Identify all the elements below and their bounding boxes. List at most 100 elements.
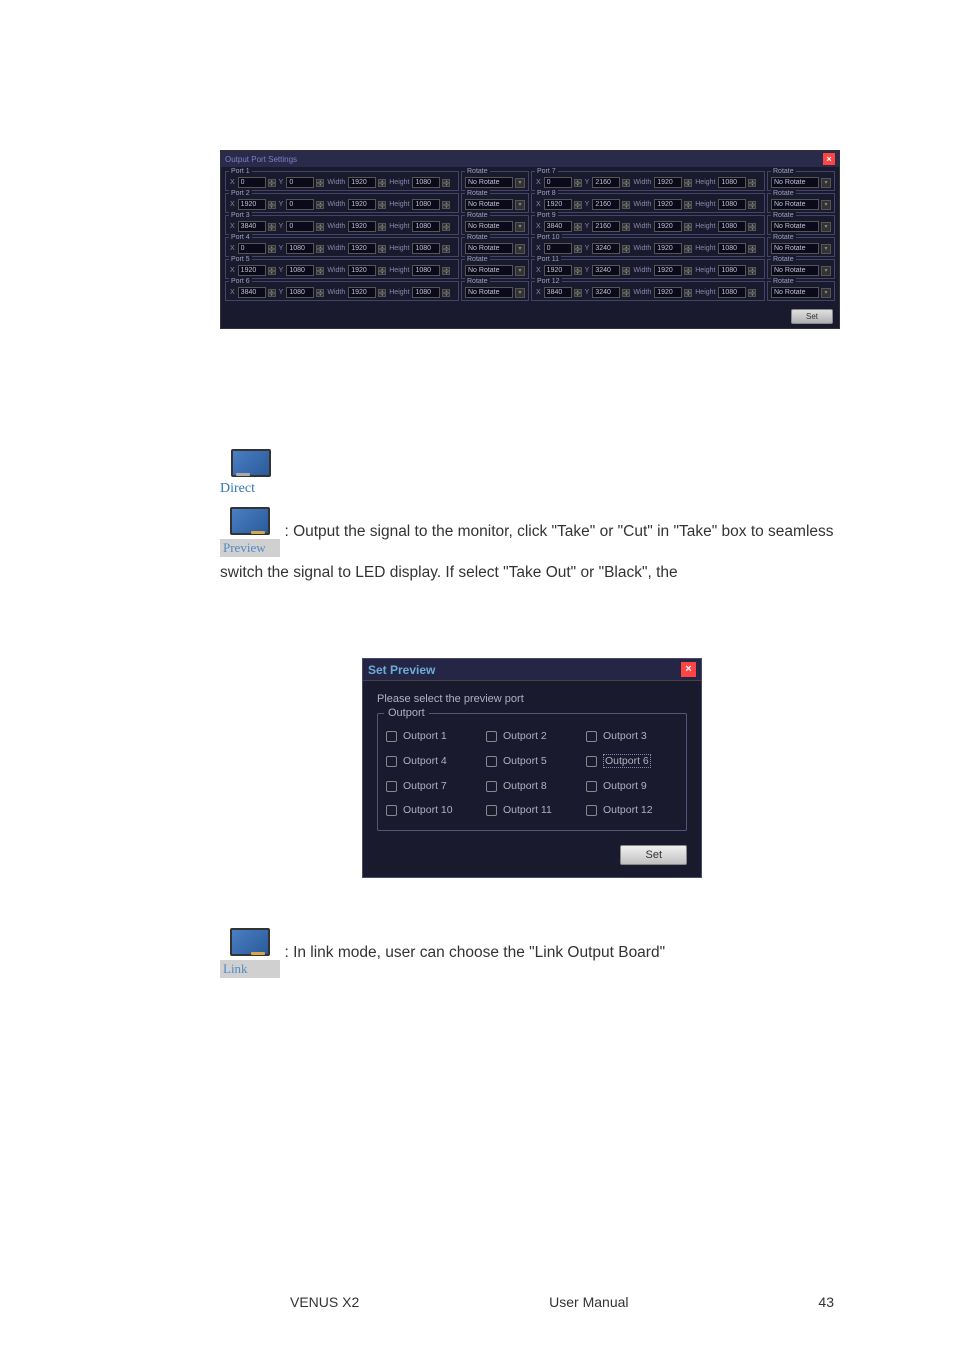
radio-icon[interactable] — [486, 756, 497, 767]
spinner[interactable]: ▴▾ — [574, 267, 582, 275]
x-input[interactable] — [238, 199, 266, 210]
radio-icon[interactable] — [486, 781, 497, 792]
x-input[interactable] — [544, 221, 572, 232]
radio-icon[interactable] — [486, 731, 497, 742]
spinner[interactable]: ▴▾ — [378, 179, 386, 187]
outport-option[interactable]: Outport 3 — [586, 730, 678, 742]
spinner[interactable]: ▴▾ — [748, 201, 756, 209]
width-input[interactable] — [348, 287, 376, 298]
spinner[interactable]: ▴▾ — [442, 179, 450, 187]
width-input[interactable] — [348, 243, 376, 254]
height-input[interactable] — [718, 177, 746, 188]
x-input[interactable] — [544, 265, 572, 276]
width-input[interactable] — [348, 265, 376, 276]
spinner[interactable]: ▴▾ — [316, 267, 324, 275]
outport-option[interactable]: Outport 4 — [386, 754, 478, 768]
spinner[interactable]: ▴▾ — [378, 245, 386, 253]
width-input[interactable] — [654, 265, 682, 276]
preview-set-button[interactable]: Set — [620, 845, 687, 865]
rotate-select[interactable] — [465, 287, 513, 298]
width-input[interactable] — [348, 221, 376, 232]
spinner[interactable]: ▴▾ — [442, 267, 450, 275]
y-input[interactable] — [286, 221, 314, 232]
spinner[interactable]: ▴▾ — [316, 179, 324, 187]
rotate-select[interactable] — [771, 199, 819, 210]
spinner[interactable]: ▴▾ — [378, 223, 386, 231]
rotate-select[interactable] — [771, 177, 819, 188]
spinner[interactable]: ▴▾ — [622, 245, 630, 253]
x-input[interactable] — [544, 243, 572, 254]
radio-icon[interactable] — [386, 731, 397, 742]
width-input[interactable] — [654, 287, 682, 298]
spinner[interactable]: ▴▾ — [316, 289, 324, 297]
spinner[interactable]: ▴▾ — [268, 245, 276, 253]
height-input[interactable] — [412, 265, 440, 276]
spinner[interactable]: ▴▾ — [684, 267, 692, 275]
height-input[interactable] — [718, 265, 746, 276]
chevron-down-icon[interactable]: ▾ — [515, 200, 525, 210]
chevron-down-icon[interactable]: ▾ — [821, 288, 831, 298]
spinner[interactable]: ▴▾ — [378, 267, 386, 275]
spinner[interactable]: ▴▾ — [622, 179, 630, 187]
chevron-down-icon[interactable]: ▾ — [821, 178, 831, 188]
y-input[interactable] — [592, 221, 620, 232]
radio-icon[interactable] — [386, 805, 397, 816]
spinner[interactable]: ▴▾ — [622, 267, 630, 275]
height-input[interactable] — [412, 199, 440, 210]
outport-option[interactable]: Outport 5 — [486, 754, 578, 768]
rotate-select[interactable] — [771, 265, 819, 276]
chevron-down-icon[interactable]: ▾ — [821, 200, 831, 210]
outport-option[interactable]: Outport 8 — [486, 780, 578, 792]
width-input[interactable] — [654, 177, 682, 188]
spinner[interactable]: ▴▾ — [748, 179, 756, 187]
spinner[interactable]: ▴▾ — [574, 179, 582, 187]
y-input[interactable] — [592, 177, 620, 188]
y-input[interactable] — [592, 199, 620, 210]
spinner[interactable]: ▴▾ — [268, 179, 276, 187]
x-input[interactable] — [238, 265, 266, 276]
chevron-down-icon[interactable]: ▾ — [515, 288, 525, 298]
spinner[interactable]: ▴▾ — [684, 179, 692, 187]
height-input[interactable] — [718, 199, 746, 210]
chevron-down-icon[interactable]: ▾ — [515, 244, 525, 254]
spinner[interactable]: ▴▾ — [574, 223, 582, 231]
outport-option[interactable]: Outport 6 — [586, 754, 678, 768]
close-icon[interactable]: × — [823, 153, 835, 165]
outport-option[interactable]: Outport 7 — [386, 780, 478, 792]
x-input[interactable] — [238, 287, 266, 298]
radio-icon[interactable] — [386, 781, 397, 792]
spinner[interactable]: ▴▾ — [748, 267, 756, 275]
spinner[interactable]: ▴▾ — [316, 201, 324, 209]
height-input[interactable] — [718, 221, 746, 232]
spinner[interactable]: ▴▾ — [442, 201, 450, 209]
spinner[interactable]: ▴▾ — [574, 201, 582, 209]
outport-option[interactable]: Outport 12 — [586, 804, 678, 816]
height-input[interactable] — [718, 287, 746, 298]
y-input[interactable] — [286, 265, 314, 276]
radio-icon[interactable] — [586, 756, 597, 767]
close-icon[interactable]: × — [681, 662, 696, 677]
spinner[interactable]: ▴▾ — [574, 245, 582, 253]
spinner[interactable]: ▴▾ — [268, 289, 276, 297]
y-input[interactable] — [592, 243, 620, 254]
set-button[interactable]: Set — [791, 309, 833, 324]
height-input[interactable] — [718, 243, 746, 254]
outport-option[interactable]: Outport 2 — [486, 730, 578, 742]
chevron-down-icon[interactable]: ▾ — [515, 178, 525, 188]
rotate-select[interactable] — [465, 177, 513, 188]
y-input[interactable] — [592, 287, 620, 298]
spinner[interactable]: ▴▾ — [442, 223, 450, 231]
spinner[interactable]: ▴▾ — [622, 201, 630, 209]
spinner[interactable]: ▴▾ — [442, 289, 450, 297]
spinner[interactable]: ▴▾ — [378, 289, 386, 297]
outport-option[interactable]: Outport 10 — [386, 804, 478, 816]
y-input[interactable] — [286, 243, 314, 254]
height-input[interactable] — [412, 177, 440, 188]
width-input[interactable] — [654, 243, 682, 254]
height-input[interactable] — [412, 287, 440, 298]
chevron-down-icon[interactable]: ▾ — [821, 222, 831, 232]
spinner[interactable]: ▴▾ — [684, 223, 692, 231]
x-input[interactable] — [544, 287, 572, 298]
height-input[interactable] — [412, 243, 440, 254]
height-input[interactable] — [412, 221, 440, 232]
